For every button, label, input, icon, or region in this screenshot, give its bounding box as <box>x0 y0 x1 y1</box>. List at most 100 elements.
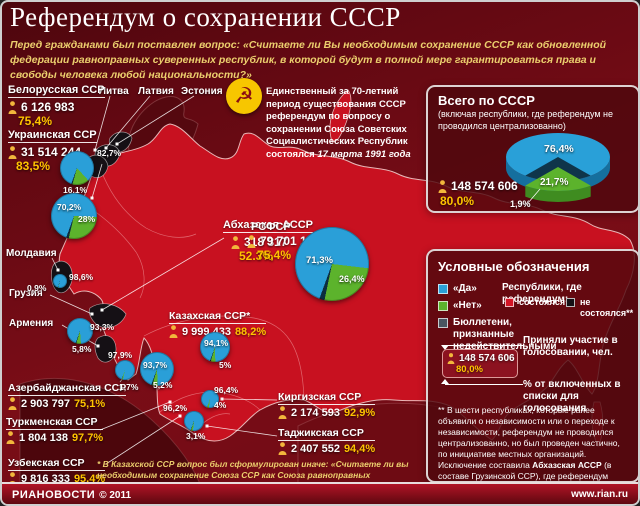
legend-title: Условные обозначения <box>438 259 590 274</box>
republic-turkmen: Туркменская ССР 1 804 138 97,7% <box>6 416 104 444</box>
turnout-value: 92,9% <box>343 406 376 419</box>
brand-logo: РИАНОВОСТИ <box>12 489 96 501</box>
label-latvia: Латвия <box>138 86 174 97</box>
intro-text: Единственный за 70-летний период существ… <box>266 86 424 161</box>
copyright: © 2011 <box>99 490 132 501</box>
participants-icon <box>6 431 15 444</box>
footer-bar: РИАНОВОСТИ © 2011 www.rian.ru <box>2 482 638 504</box>
total-yes-label: 76,4% <box>544 143 574 155</box>
turnout-value: 97,7% <box>71 431 104 444</box>
legend-republics-title: Республики, где референдум: <box>502 282 632 306</box>
total-panel-title: Всего по СССР <box>438 93 535 108</box>
invalid-color-swatch <box>438 318 448 328</box>
pie-yes-label: 94,1% <box>204 338 229 348</box>
label-georgia: Грузия <box>9 288 43 299</box>
pie-kazakh: 94,1% 5% <box>200 332 231 370</box>
turnout-value: 95,4% <box>73 472 106 485</box>
participants-value: 6 126 983 <box>21 100 75 114</box>
republic-kyrgyz: Киргизская ССР 2 174 593 92,9% <box>278 391 376 419</box>
total-ussr-panel: Всего по СССР (включая республики, где р… <box>426 85 638 213</box>
pie-yes-label: 71,3% <box>306 255 333 266</box>
participants-icon <box>169 325 178 338</box>
held-color-swatch <box>505 298 514 307</box>
leader-lines <box>49 95 278 465</box>
legend-yes-label: «Да» <box>453 283 477 294</box>
footer-brand: РИАНОВОСТИ © 2011 <box>12 485 131 503</box>
pie-azerbaijan-area: 97,9% 1,7% <box>108 350 138 392</box>
republic-tajik: Таджикская ССР 2 407 552 94,4% <box>278 427 376 455</box>
turnout-value: 52.3% <box>239 249 274 263</box>
turnout-value: 94,4% <box>343 442 376 455</box>
total-participants: 148 574 606 <box>451 179 518 193</box>
yes-color-swatch <box>438 284 448 294</box>
republic-name: Узбекская ССР <box>8 457 106 471</box>
pie-yes-label: 82,7% <box>97 148 122 158</box>
pie-no-label: 0,9% <box>27 283 47 293</box>
pie-belarus: 82,7% 16,1% <box>60 148 121 195</box>
intro-body: Единственный за 70-летний период существ… <box>266 86 408 160</box>
pie-no-label: 5,2% <box>153 380 173 390</box>
legend-item-yes: «Да» <box>438 283 477 295</box>
page-title: Референдум о сохранении СССР <box>10 2 401 32</box>
pie-uzbek-area: 93,7% 5,2% <box>140 352 174 390</box>
pie-yes-label: 96,4% <box>214 385 239 395</box>
republic-azerbaijan: Азербайджанская ССР 2 903 797 75,1% <box>8 382 127 410</box>
participants-icon <box>278 442 287 455</box>
connector-top <box>445 345 523 346</box>
republic-name: Казахская ССР* <box>169 310 267 324</box>
pie-no-label: 1,7% <box>119 382 139 392</box>
pie-armenia-area: 93,3% 5,8% <box>67 318 114 354</box>
pie-no-label: 28% <box>78 214 96 224</box>
pie-yes-label: 93,3% <box>90 322 115 332</box>
legend-republics-label: Республики, где референдум: <box>502 282 582 305</box>
participants-icon <box>247 234 256 248</box>
connector-bottom <box>445 384 523 385</box>
participants-icon <box>8 100 17 114</box>
republic-abkhazia: Абхазская АССР 318 317 52.3% <box>223 219 313 263</box>
arrow-up-icon <box>441 379 449 384</box>
site-url-link[interactable]: www.rian.ru <box>571 488 628 500</box>
intro-date: 17 марта 1991 года <box>317 148 411 160</box>
pie-yes-label: 98,6% <box>69 272 94 282</box>
legend-panel: Условные обозначения «Да» «Нет» Бюллетен… <box>426 249 638 492</box>
label-lithuania: Литва <box>99 86 129 97</box>
participants-icon <box>8 397 17 410</box>
participants-value: 1 804 138 <box>19 431 68 444</box>
total-no-label: 21,7% <box>540 177 569 188</box>
participants-value: 2 903 797 <box>21 397 70 410</box>
legend-item-held: состоялся <box>505 297 565 308</box>
footnote-six-republics: ** В шести республиках, которые ранее об… <box>438 405 628 493</box>
legend-not-held-label: не состоялся** <box>580 297 634 318</box>
total-panel-subtitle: (включая республики, где референдум не п… <box>438 109 614 131</box>
pie-kyrgyz: 96,4% 4% <box>201 385 238 410</box>
republic-name: Белорусская ССР <box>8 84 105 98</box>
pie-yes-label: 96,2% <box>163 403 188 413</box>
note-participants-label: Приняли участие в голосовании, чел. <box>523 335 618 358</box>
pie-no-label: 4% <box>214 400 227 410</box>
legend-invalid-label: Бюллетени, признанные недействительными <box>453 317 557 352</box>
label-moldova: Молдавия <box>6 248 57 259</box>
legend-held-label: состоялся <box>519 297 566 307</box>
republic-ukraine: Украинская ССР 31 514 244 83,5% <box>8 129 97 173</box>
legend-item-no: «Нет» <box>438 300 482 312</box>
republic-name: Киргизская ССР <box>278 391 376 405</box>
participants-icon <box>278 406 287 419</box>
turnout-value: 83,5% <box>16 159 51 173</box>
pie-tajik: 96,2% 3,1% <box>163 403 205 441</box>
legend-item-invalid: Бюллетени, признанные недействительными <box>438 317 568 353</box>
total-invalid-label: 1,9% <box>510 199 531 209</box>
republic-name: Туркменская ССР <box>6 416 104 430</box>
note-turnout-label: % от включенных в списки для голосования <box>523 379 621 414</box>
legend-item-not-held: не состоялся** <box>566 297 638 319</box>
participants-icon <box>231 235 240 249</box>
republic-name: Украинская ССР <box>8 129 97 143</box>
republic-name: Азербайджанская ССР <box>8 382 127 396</box>
hammer-and-sickle-icon: ☭ <box>226 78 262 114</box>
label-estonia: Эстония <box>181 86 223 97</box>
pie-yes-label: 70,2% <box>57 202 82 212</box>
republic-uzbek: Узбекская ССР 9 816 333 95,4% <box>8 457 106 485</box>
arrow-down-icon <box>441 345 449 350</box>
republic-kazakh: Казахская ССР* 9 999 433 88,2% <box>169 310 267 338</box>
note-turnout: % от включенных в списки для голосования <box>523 379 635 415</box>
republic-name: РСФСР <box>251 221 291 233</box>
